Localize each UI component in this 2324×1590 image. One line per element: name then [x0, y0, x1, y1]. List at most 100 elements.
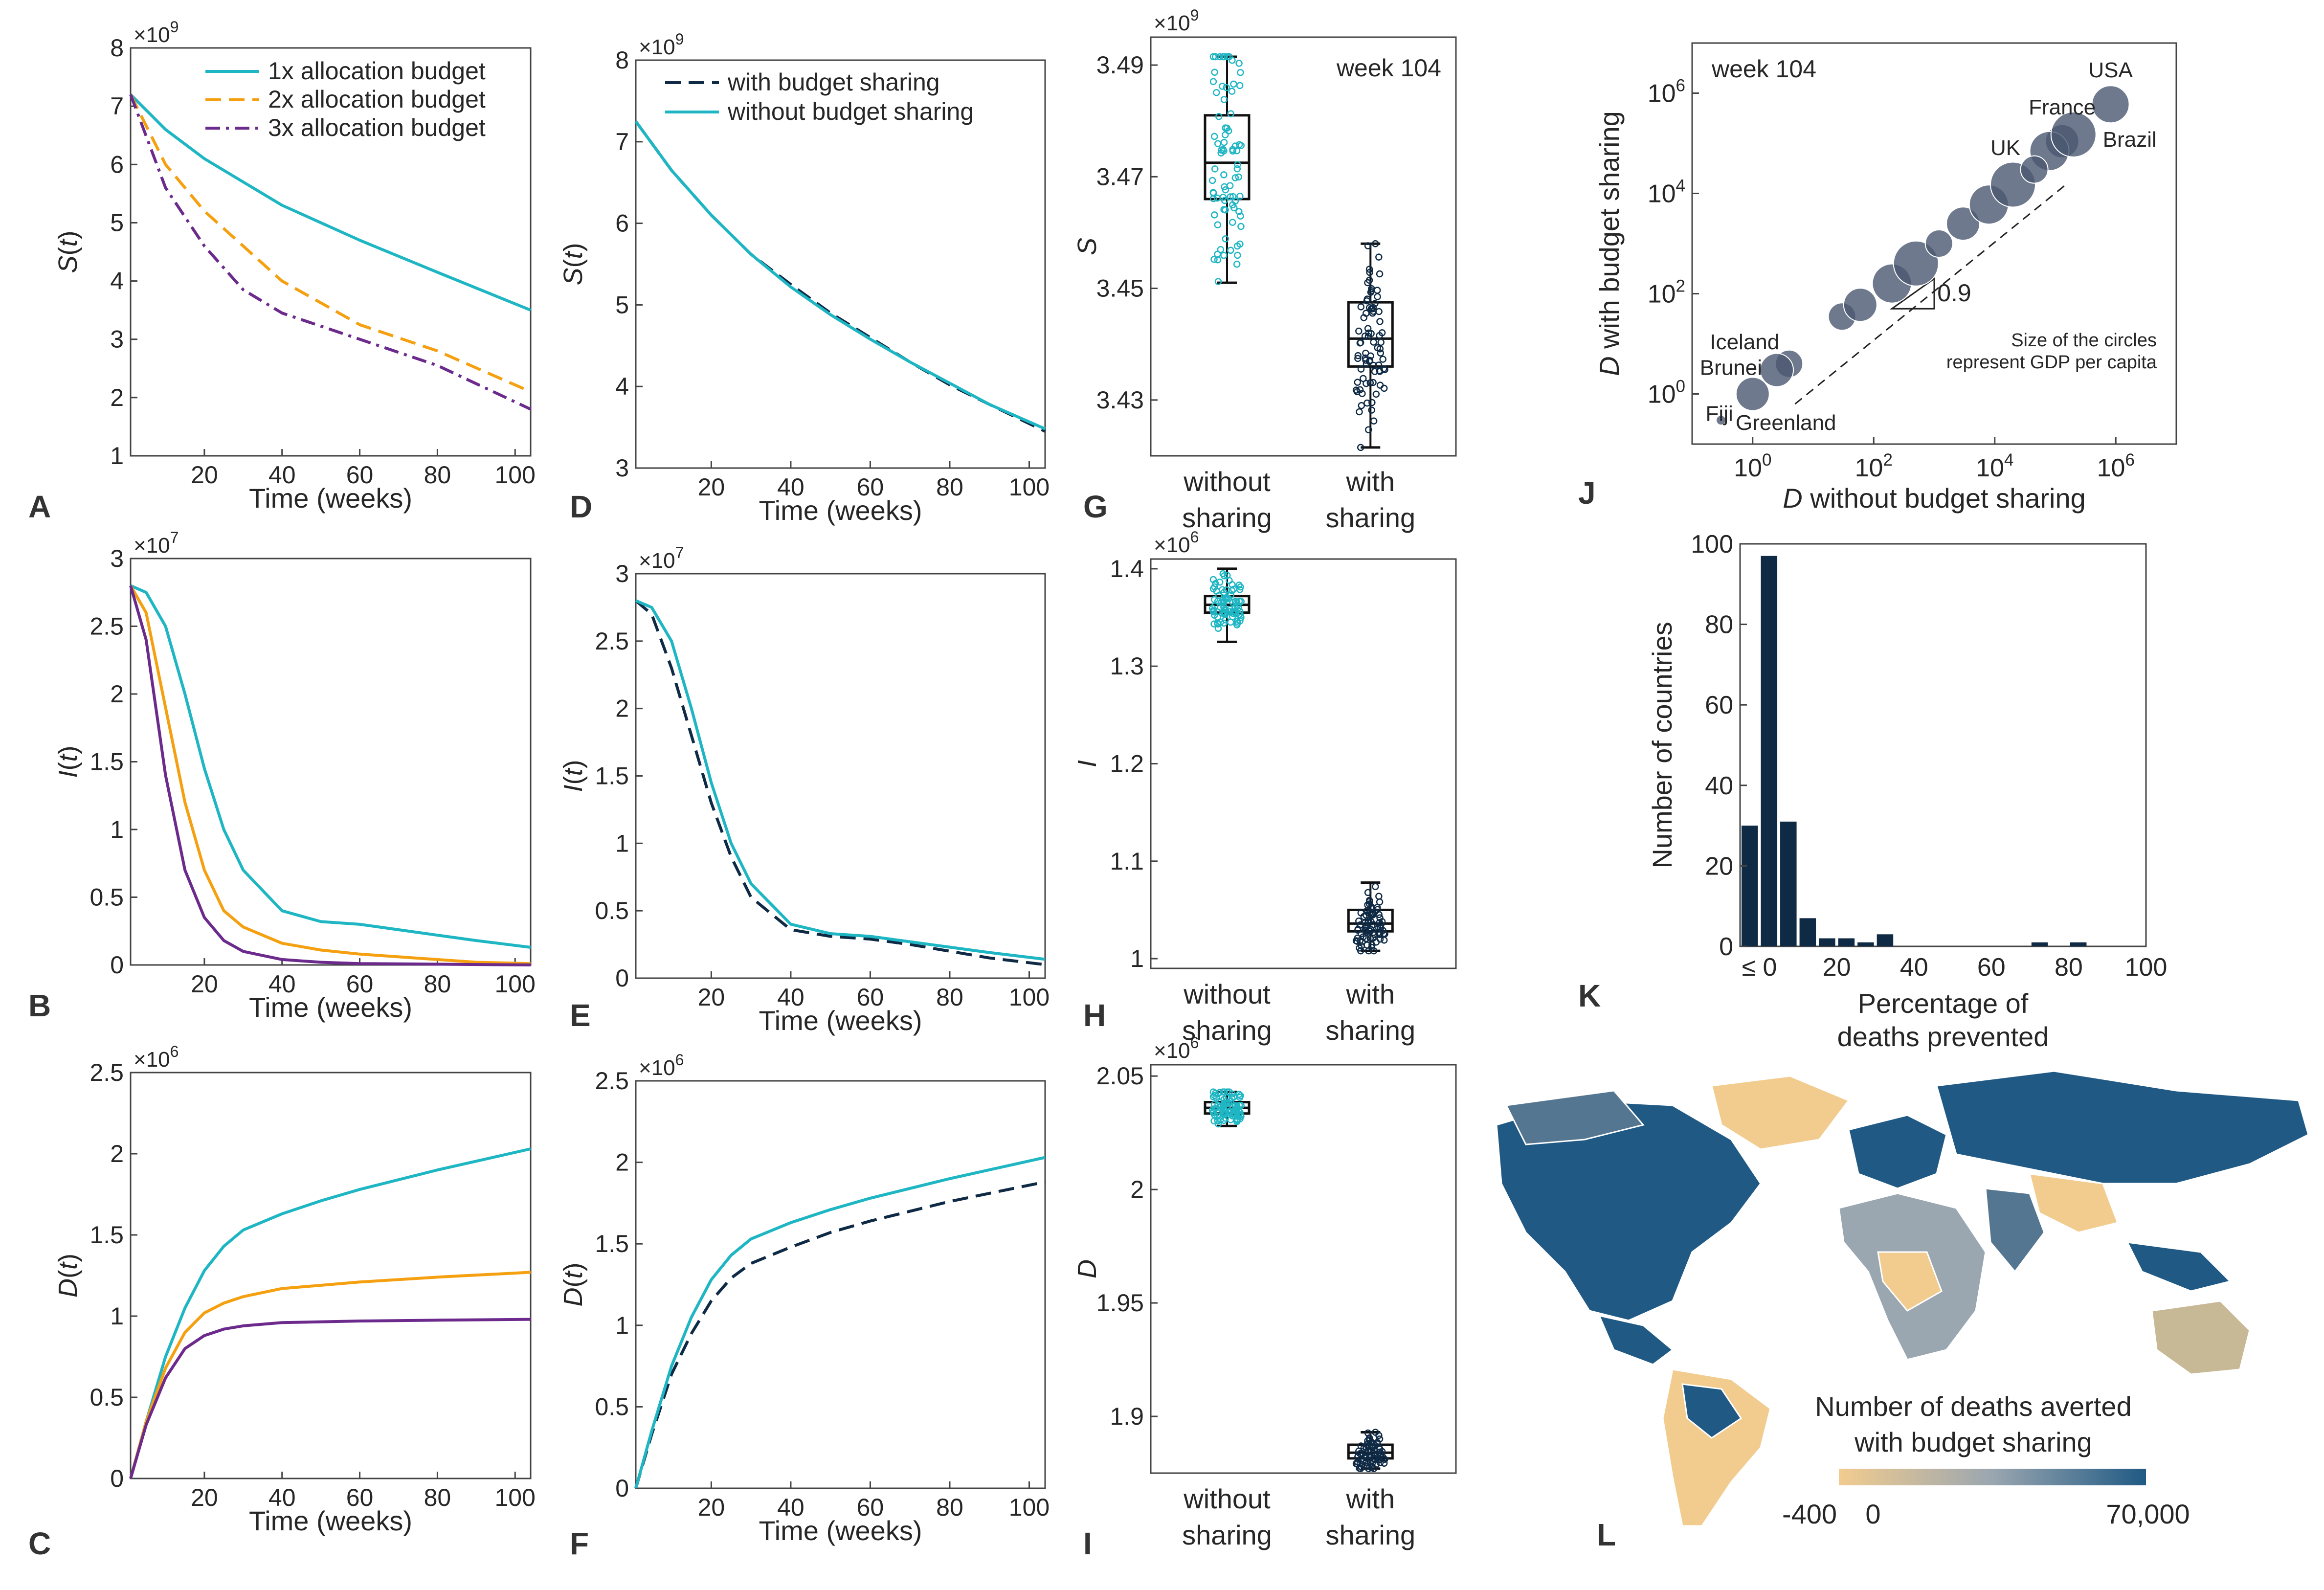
y-tick-label: 0.5 — [595, 897, 629, 924]
data-point — [1365, 358, 1373, 365]
data-point — [1366, 897, 1373, 905]
histogram-bar — [1780, 821, 1797, 946]
data-point — [1234, 251, 1241, 259]
data-point — [1214, 278, 1222, 285]
data-point — [1237, 1092, 1244, 1099]
y-tick-label: 3.45 — [1096, 275, 1144, 302]
country-bubble — [1716, 415, 1727, 426]
data-point — [1363, 1444, 1370, 1451]
data-point — [1356, 1450, 1364, 1457]
data-point — [1217, 1116, 1225, 1123]
data-point — [1381, 366, 1388, 374]
y-tick-label: 2.05 — [1096, 1062, 1144, 1090]
data-point — [1237, 212, 1244, 220]
y-tick-label: 100 — [1691, 530, 1733, 559]
data-point — [1219, 1094, 1226, 1101]
y-tick-label: 1 — [615, 829, 629, 857]
data-point — [1370, 417, 1378, 425]
y-tick-label: 1 — [110, 442, 124, 470]
y-tick-label: 1.9 — [1110, 1403, 1144, 1430]
x-axis-label: Time (weeks) — [249, 1505, 412, 1536]
data-point — [1355, 327, 1363, 335]
x-tick-label: 40 — [268, 461, 296, 489]
y-tick-label: 60 — [1705, 691, 1733, 719]
data-point — [1364, 242, 1372, 249]
y-tick-label: 104 — [1648, 177, 1685, 208]
y-tick-label: 0.5 — [595, 1393, 629, 1420]
data-point — [1371, 368, 1379, 375]
panel-label-G: G — [1083, 489, 1108, 524]
panel-A: 20 40 60 80 100 1 2 3 4 5 6 7 8 Time (weeks) S(t) ×109 1… — [53, 18, 536, 514]
y-tick-label: 3 — [615, 560, 629, 587]
data-point — [1355, 917, 1363, 925]
data-point — [1358, 402, 1365, 409]
y-axis-label: I(t) — [559, 760, 588, 792]
map-region-china — [2029, 1173, 2119, 1233]
series-line-without-budget-sharing — [634, 120, 1046, 430]
legend-entry: with budget sharing — [727, 68, 940, 96]
map-region-australia — [2151, 1300, 2251, 1375]
y-tick-label: 7 — [110, 92, 124, 120]
y-tick-label: 0 — [110, 1465, 124, 1492]
y-axis-label: S — [1073, 238, 1102, 255]
category-label: with — [1345, 466, 1395, 497]
y-tick-label: 8 — [615, 46, 629, 74]
y-tick-label: 1.5 — [595, 762, 629, 790]
x-tick-label: 20 — [191, 461, 218, 489]
data-point — [1237, 598, 1245, 605]
y-tick-label: 1.2 — [1110, 750, 1144, 778]
x-tick-label: 60 — [346, 461, 374, 489]
y-axis-label: S(t) — [53, 230, 83, 273]
data-point — [1367, 904, 1375, 911]
panel-E: 20 40 60 80 100 0 0.5 1 1.5 2 2.5 3 Time (weeks) I(t)… — [559, 544, 1050, 1036]
data-point — [1357, 1465, 1364, 1472]
data-point — [1374, 344, 1382, 352]
series-line-without — [635, 599, 1046, 961]
x-tick-label: 100 — [1009, 984, 1050, 1011]
country-bubble — [1735, 377, 1770, 411]
country-label: France — [2029, 95, 2096, 119]
country-bubble — [2091, 85, 2130, 124]
y-axis-label: D with budget sharing — [1594, 111, 1625, 376]
data-point — [1229, 219, 1236, 226]
data-point — [1222, 186, 1229, 194]
data-point — [1214, 221, 1222, 228]
data-point — [1369, 379, 1377, 386]
data-point — [1365, 927, 1373, 935]
country-bubble — [2020, 155, 2049, 184]
legend-entry: without budget sharing — [727, 98, 974, 125]
data-point — [1374, 923, 1382, 930]
data-point — [1365, 426, 1372, 433]
y-axis-label: I(t) — [53, 746, 83, 778]
data-point — [1372, 1461, 1380, 1468]
data-point — [1233, 165, 1241, 173]
y-tick-label: 0.5 — [89, 884, 124, 911]
data-point — [1357, 947, 1364, 955]
y-tick-label: 2.5 — [595, 627, 629, 655]
data-point — [1231, 197, 1239, 205]
panel-label-H: H — [1083, 998, 1106, 1033]
series-line-3x — [129, 1318, 531, 1479]
data-point — [1215, 112, 1223, 120]
data-point — [1375, 361, 1383, 369]
data-point — [1367, 1439, 1375, 1446]
series-line-with — [634, 1180, 1046, 1489]
data-point — [1222, 1110, 1229, 1118]
data-point — [1233, 260, 1241, 268]
country-bubble — [1893, 240, 1939, 287]
y-tick-label: 6 — [110, 151, 124, 178]
data-point — [1376, 1459, 1384, 1466]
data-point — [1377, 349, 1385, 357]
x-tick-label: 40 — [777, 473, 804, 501]
y-tick-label: 2 — [110, 680, 124, 708]
x-tick-label: 20 — [191, 970, 218, 998]
data-point — [1375, 253, 1383, 261]
data-point — [1233, 618, 1241, 625]
y-tick-label: 3 — [110, 545, 124, 572]
panel-L: Number of deaths averted with budget shar… — [1496, 1070, 2309, 1529]
y-tick-label: 4 — [615, 373, 629, 400]
data-point — [1224, 572, 1231, 579]
x-axis-label: Percentage of — [1858, 988, 2029, 1019]
data-point — [1222, 235, 1229, 243]
